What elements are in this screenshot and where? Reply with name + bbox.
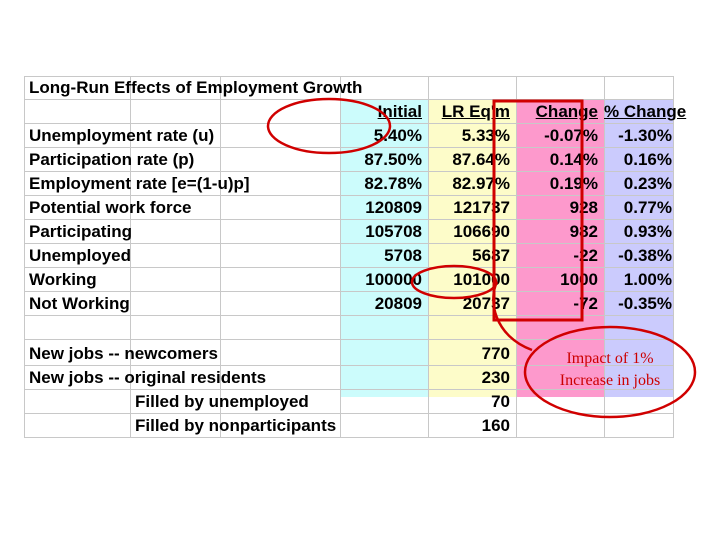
- table-row: Unemployment rate (u) 5.40% 5.33% -0.07%…: [24, 124, 674, 148]
- table-row: Participating 105708 106690 982 0.93%: [24, 220, 674, 244]
- pct-change-value: -0.35%: [618, 294, 672, 313]
- annotation-line2: Increase in jobs: [559, 372, 661, 389]
- lr-value: 20737: [462, 294, 510, 313]
- jobs-label: New jobs -- newcomers: [29, 344, 218, 363]
- initial-value: 5.40%: [373, 126, 422, 145]
- change-value: -72: [573, 294, 598, 313]
- change-value: 0.14%: [549, 150, 598, 169]
- table-row: Participation rate (p) 87.50% 87.64% 0.1…: [24, 148, 674, 172]
- lr-value: 5.33%: [461, 126, 510, 145]
- header-initial: Initial: [377, 102, 422, 121]
- annotation-callout: Impact of 1% Increase in jobs: [528, 348, 692, 392]
- initial-value: 105708: [365, 222, 422, 241]
- row-label: Working: [29, 270, 97, 289]
- jobs-row: New jobs -- original residents 230: [24, 366, 674, 390]
- annotation-line1: Impact of 1%: [566, 350, 654, 367]
- lr-value: 121737: [453, 198, 510, 217]
- title-row: Long-Run Effects of Employment Growth: [24, 76, 674, 100]
- row-label: Participation rate (p): [29, 150, 195, 169]
- lr-value: 82.97%: [452, 174, 510, 193]
- row-label: Potential work force: [29, 198, 192, 217]
- lr-value: 87.64%: [452, 150, 510, 169]
- initial-value: 100000: [365, 270, 422, 289]
- table-row: Employment rate [e=(1-u)p] 82.78% 82.97%…: [24, 172, 674, 196]
- initial-value: 5708: [384, 246, 422, 265]
- header-row: Initial LR Eq'm Change % Change: [24, 100, 687, 124]
- table-row: Potential work force 120809 121737 928 0…: [24, 196, 674, 220]
- jobs-row: Filled by nonparticipants 160: [24, 414, 674, 438]
- row-label: Not Working: [29, 294, 130, 313]
- change-value: 1000: [560, 270, 598, 289]
- pct-change-value: -0.38%: [618, 246, 672, 265]
- sheet-title: Long-Run Effects of Employment Growth: [29, 78, 363, 97]
- pct-change-value: 0.77%: [623, 198, 672, 217]
- header-lr-eqm: LR Eq'm: [441, 102, 510, 121]
- change-value: -0.07%: [544, 126, 598, 145]
- initial-value: 87.50%: [364, 150, 422, 169]
- pct-change-value: -1.30%: [618, 126, 672, 145]
- header-change: Change: [535, 102, 598, 121]
- initial-value: 82.78%: [364, 174, 422, 193]
- row-label: Unemployed: [29, 246, 132, 265]
- row-label: Unemployment rate (u): [29, 126, 215, 145]
- header-pct-change: % Change: [604, 102, 687, 121]
- pct-change-value: 0.93%: [623, 222, 672, 241]
- initial-value: 20809: [374, 294, 422, 313]
- jobs-label: Filled by unemployed: [135, 392, 309, 411]
- row-label: Participating: [29, 222, 132, 241]
- change-value: 928: [569, 198, 598, 217]
- row-label: Employment rate [e=(1-u)p]: [29, 174, 250, 193]
- jobs-value: 160: [481, 416, 510, 435]
- change-value: 982: [569, 222, 598, 241]
- lr-value: 101000: [453, 270, 510, 289]
- jobs-value: 70: [491, 392, 510, 411]
- initial-value: 120809: [365, 198, 422, 217]
- jobs-label: New jobs -- original residents: [29, 368, 267, 387]
- change-value: -22: [573, 246, 598, 265]
- jobs-row: Filled by unemployed 70: [24, 390, 674, 414]
- pct-change-value: 0.16%: [623, 150, 672, 169]
- change-value: 0.19%: [549, 174, 598, 193]
- jobs-value: 770: [481, 344, 510, 363]
- pct-change-value: 1.00%: [623, 270, 672, 289]
- lr-value: 5687: [472, 246, 510, 265]
- table-row: Not Working 20809 20737 -72 -0.35%: [24, 292, 674, 316]
- table-row: Unemployed 5708 5687 -22 -0.38%: [24, 244, 674, 268]
- jobs-label: Filled by nonparticipants: [135, 416, 337, 435]
- jobs-value: 230: [481, 368, 510, 387]
- lr-value: 106690: [453, 222, 510, 241]
- pct-change-value: 0.23%: [623, 174, 672, 193]
- table-row: Working 100000 101000 1000 1.00%: [24, 268, 674, 292]
